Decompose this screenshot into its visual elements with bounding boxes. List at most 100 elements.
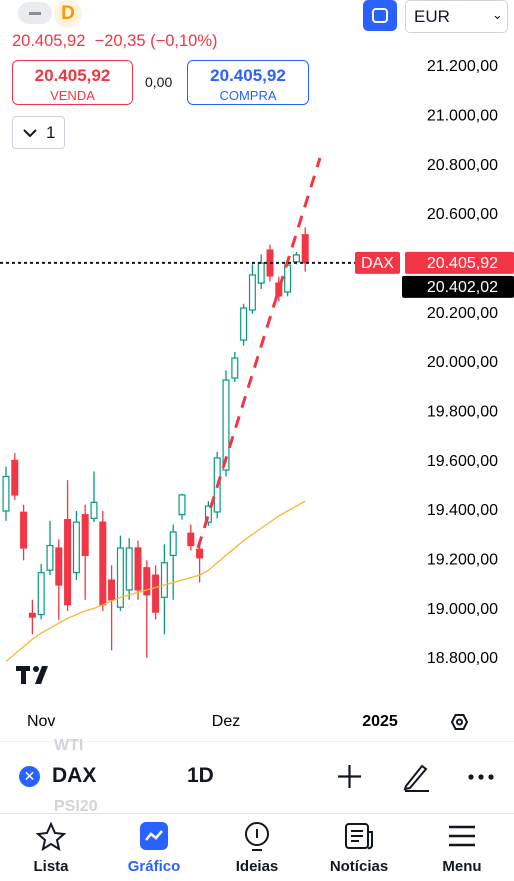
hidden-symbol: WTI (54, 737, 84, 754)
candle-body (99, 521, 107, 606)
candle-body (275, 282, 283, 297)
nav-item[interactable]: Notícias (308, 814, 410, 881)
y-tick-label: 19.600,00 (427, 453, 498, 470)
y-tick-label: 19.000,00 (427, 601, 498, 618)
x-tick-label: Dez (212, 713, 240, 730)
hidden-symbol: PSI20 (54, 798, 98, 815)
nav-label: Menu (442, 858, 482, 875)
draw-icon[interactable] (402, 762, 430, 792)
candle-body (160, 562, 168, 598)
candle-body (257, 262, 265, 284)
candle-body (292, 254, 300, 263)
settings-icon[interactable] (450, 714, 469, 730)
candle-body (301, 234, 309, 264)
candle-body (81, 514, 89, 556)
last-price-tag (405, 251, 514, 274)
y-tick-label: 19.200,00 (427, 552, 498, 569)
candle-body (196, 548, 204, 559)
candle-body (248, 274, 256, 311)
candle-body (222, 379, 230, 471)
x-tick-label: 2025 (362, 713, 398, 730)
candle-body (11, 459, 19, 496)
bid-price-label: 20.402,02 (427, 279, 498, 296)
more-icon[interactable] (467, 773, 495, 781)
candle-body (72, 521, 80, 574)
symbol-icon: ✕ (19, 766, 40, 787)
y-tick-label: 21.000,00 (427, 108, 498, 125)
nav-label: Lista (33, 858, 69, 875)
y-tick-label: 20.000,00 (427, 354, 498, 371)
candle-body (240, 307, 248, 341)
spread: 0,00 (145, 74, 173, 90)
sell-label: VENDA (50, 88, 95, 103)
candle-body (2, 475, 10, 512)
trend-line (196, 157, 322, 549)
chevron: ⌄ (492, 7, 503, 22)
bid-price-tag (402, 275, 514, 298)
ideas-icon (245, 822, 269, 851)
news-icon (345, 823, 373, 850)
collapse-pill[interactable] (18, 2, 52, 24)
compare-button[interactable] (363, 0, 397, 31)
currency-select[interactable]: EUR ⌄ (405, 0, 508, 33)
nav-label: Notícias (329, 858, 389, 875)
nav-item[interactable]: Gráfico (103, 814, 205, 881)
candle-body (20, 511, 28, 549)
minus-icon (29, 12, 41, 15)
toolbar: ✕ DAX 1D (0, 752, 514, 800)
bottom-nav: Lista Gráfico Ideias Notícias Menu (0, 813, 514, 881)
y-tick-label: 20.600,00 (427, 206, 498, 223)
nav-label: Gráfico (127, 858, 181, 875)
candle-body (187, 532, 195, 547)
buy-price: 20.405,92 (210, 66, 286, 85)
chart-icon (140, 822, 168, 850)
nav-item[interactable]: Ideias (206, 814, 308, 881)
candle-body (46, 544, 54, 571)
candle-body (37, 572, 45, 616)
candle-body (28, 612, 36, 618)
y-tick-label: 18.800,00 (427, 650, 498, 667)
symbol[interactable]: DAX (52, 764, 97, 787)
sell-price: 20.405,92 (34, 66, 111, 85)
candle-body (152, 574, 160, 613)
symbol-tag (355, 251, 400, 274)
layers-toggle[interactable]: 1 (12, 116, 65, 149)
last-price-label: 20.405,92 (427, 255, 498, 272)
candle-body (231, 357, 239, 379)
candle-body (284, 264, 292, 293)
interval[interactable]: 1D (187, 764, 214, 787)
buy-label: COMPRA (219, 88, 277, 103)
currency: EUR (414, 7, 450, 26)
candle-body (116, 547, 124, 608)
nav-item[interactable]: Menu (411, 814, 513, 881)
nav-label: Ideias (235, 858, 279, 875)
chevron-icon (23, 129, 37, 138)
candle-body (134, 547, 142, 591)
candle-body (108, 579, 116, 601)
candle-body (55, 547, 63, 586)
candle-body (125, 547, 133, 591)
layers-count: 1 (46, 123, 56, 142)
candle-body (90, 501, 98, 519)
candle-body (64, 519, 72, 606)
y-tick-label: 21.200,00 (427, 58, 498, 75)
symbol-tag-label: DAX (361, 255, 394, 272)
chart: 21.200,00 21.000,00 20.800,00 20.600,00 20.2… (0, 58, 514, 742)
market-badge[interactable]: D (54, 0, 82, 28)
y-tick-label: 20.800,00 (427, 157, 498, 174)
candle-body (169, 531, 177, 556)
y-tick-label: 19.800,00 (427, 404, 498, 421)
x-tick-label: Nov (27, 713, 55, 730)
candle-body (178, 494, 186, 516)
nav-item[interactable]: Lista (0, 814, 102, 881)
moving-average (5, 500, 306, 662)
tv-logo (16, 666, 48, 684)
add-icon[interactable] (337, 764, 362, 789)
y-tick-label: 19.400,00 (427, 502, 498, 519)
buy-button[interactable]: 20.405,92 COMPRA (187, 60, 309, 105)
y-tick-label: 20.200,00 (427, 305, 498, 322)
price-change: 20.405,92 −20,35 (−0,10%) (12, 32, 218, 51)
menu-icon (449, 825, 475, 847)
sell-button[interactable]: 20.405,92 VENDA (12, 60, 133, 105)
